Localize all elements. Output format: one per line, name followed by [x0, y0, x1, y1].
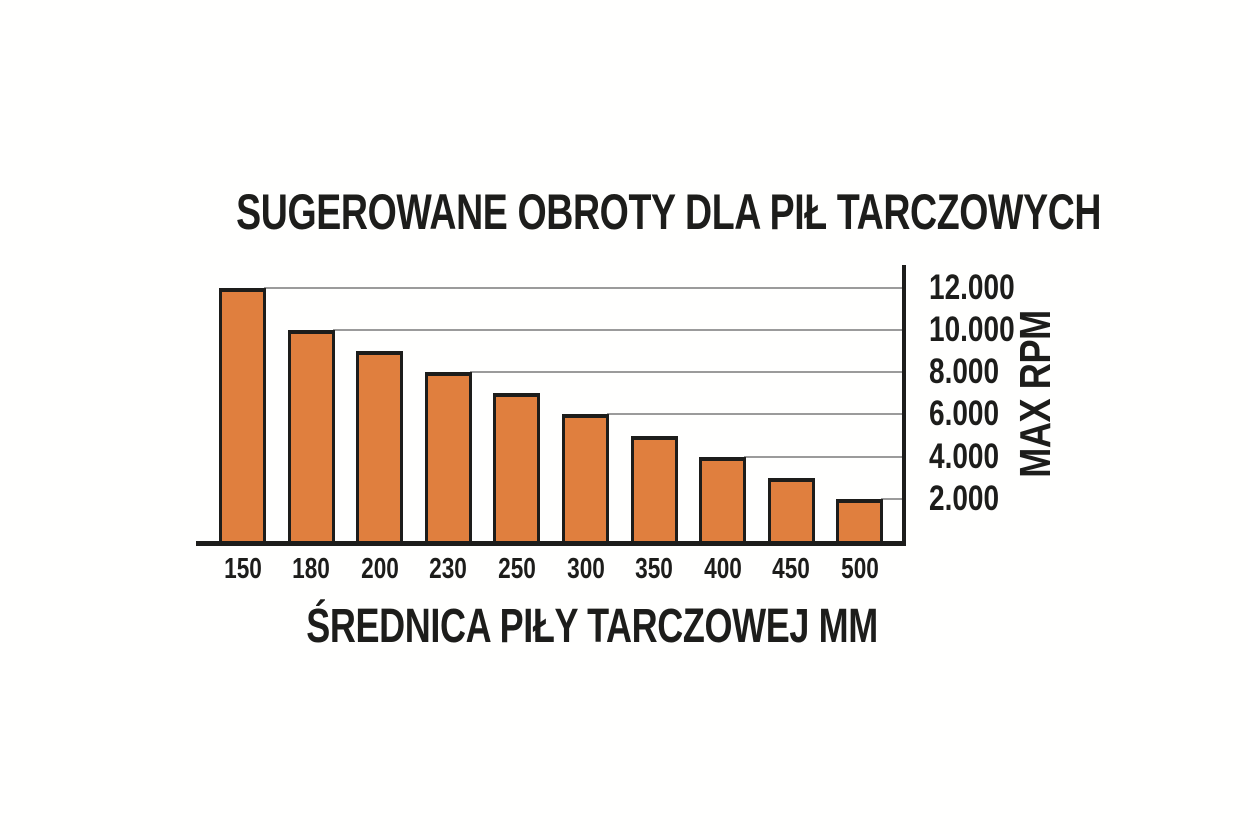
y-tick-label: 2.000 — [929, 478, 1000, 518]
gridline — [607, 413, 903, 416]
bar — [219, 287, 266, 545]
gridline — [881, 497, 903, 500]
bar — [287, 330, 335, 545]
bar — [699, 456, 747, 545]
x-axis-title: ŚREDNICA PIŁY TARCZOWEJ MM — [92, 602, 1092, 652]
x-tick-label: 230 — [429, 553, 468, 585]
x-tick-label: 180 — [292, 553, 330, 585]
y-tick-label: 8.000 — [929, 352, 1000, 392]
x-tick-label: 200 — [360, 553, 399, 585]
x-axis-line — [196, 541, 906, 546]
y-tick-label: 12.000 — [929, 267, 1015, 307]
bar — [493, 393, 541, 545]
y-tick-label: 4.000 — [929, 436, 1000, 476]
y-tick-label: 6.000 — [929, 394, 1000, 434]
gridline — [744, 455, 903, 458]
x-tick-label: 400 — [703, 553, 742, 585]
bar — [836, 498, 884, 545]
gridline — [332, 329, 903, 331]
y-axis-line — [902, 265, 906, 545]
chart-title-text: SUGEROWANE OBROTY DLA PIŁ TARCZOWYCH — [236, 184, 1102, 240]
bar — [424, 372, 472, 545]
x-tick-label: 300 — [566, 553, 605, 585]
chart-title: SUGEROWANE OBROTY DLA PIŁ TARCZOWYCH — [92, 186, 1101, 238]
y-axis-title: MAX RPM — [1011, 310, 1061, 478]
y-tick-label: 10.000 — [929, 310, 1015, 349]
x-axis-title-text: ŚREDNICA PIŁY TARCZOWEJ MM — [306, 600, 878, 653]
y-axis-title-text: MAX RPM — [1011, 310, 1060, 478]
bar — [356, 351, 404, 545]
x-tick-label: 150 — [223, 553, 262, 585]
gridline — [469, 371, 903, 374]
bar — [630, 435, 678, 545]
x-tick-label: 500 — [841, 553, 879, 585]
bar — [767, 477, 815, 545]
gridline — [264, 286, 903, 289]
bar — [562, 414, 609, 545]
x-tick-label: 250 — [498, 553, 536, 585]
x-tick-label: 450 — [772, 553, 811, 585]
x-tick-label: 350 — [635, 553, 673, 585]
